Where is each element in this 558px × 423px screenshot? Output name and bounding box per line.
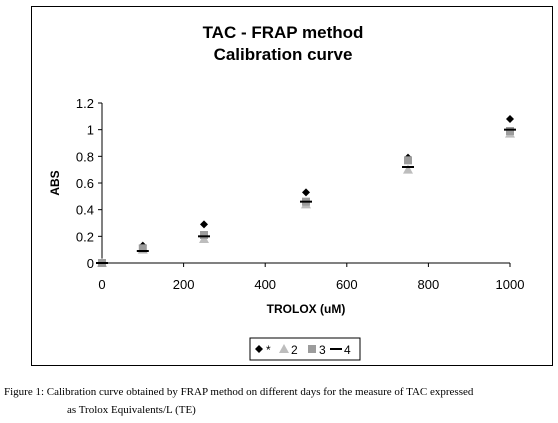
data-point-series-3 [404, 156, 412, 165]
x-tick-label: 800 [418, 277, 440, 292]
y-tick-label: 0.4 [76, 203, 94, 218]
x-tick-label: 0 [98, 277, 105, 292]
x-axis-title: TROLOX (uM) [267, 302, 346, 316]
figure-caption: Figure 1: Calibration curve obtained by … [4, 383, 556, 419]
legend: * 2 3 4 [249, 337, 361, 361]
y-tick-label: 0.8 [76, 149, 94, 164]
caption-line-2: as Trolox Equivalents/L (TE) [67, 404, 196, 416]
legend-label: * [266, 343, 271, 357]
legend-label: 4 [344, 343, 351, 357]
y-tick-label: 0.6 [76, 176, 94, 191]
legend-label: 2 [291, 343, 298, 357]
legend-box [249, 337, 361, 361]
y-tick-label: 1.2 [76, 96, 94, 111]
legend-label: 3 [319, 343, 326, 357]
x-tick-label: 1000 [496, 277, 525, 292]
x-tick-label: 400 [254, 277, 276, 292]
data-point-series-3 [200, 231, 208, 239]
legend-marker-3 [308, 345, 316, 353]
data-points [96, 115, 516, 267]
data-point-series-* [506, 115, 514, 123]
x-tick-label: 600 [336, 277, 358, 292]
chart-area [31, 6, 553, 366]
chart-title-line-1: TAC - FRAP method [203, 23, 364, 42]
chart-title-line-2: Calibration curve [214, 45, 353, 64]
data-point-series-2 [403, 164, 413, 174]
data-point-series-* [302, 188, 310, 197]
data-point-series-3 [506, 127, 514, 135]
legend-marker-* [255, 345, 263, 353]
data-point-series-3 [138, 244, 147, 253]
y-axis-title: ABS [48, 170, 62, 195]
axes: 0 0.2 0.4 0.6 0.8 1 1.2 0 200 400 600 800 1000 TROLOX… [48, 96, 524, 316]
y-tick-label: 1 [87, 123, 94, 138]
legend-marker-2 [279, 344, 289, 353]
data-point-series-* [200, 220, 208, 229]
x-tick-label: 200 [173, 277, 195, 292]
chart-title: TAC - FRAP method Calibration curve [203, 23, 364, 64]
y-tick-label: 0 [87, 256, 94, 271]
caption-line-1: Figure 1: Calibration curve obtained by … [4, 386, 474, 398]
y-tick-label: 0.2 [76, 229, 94, 244]
